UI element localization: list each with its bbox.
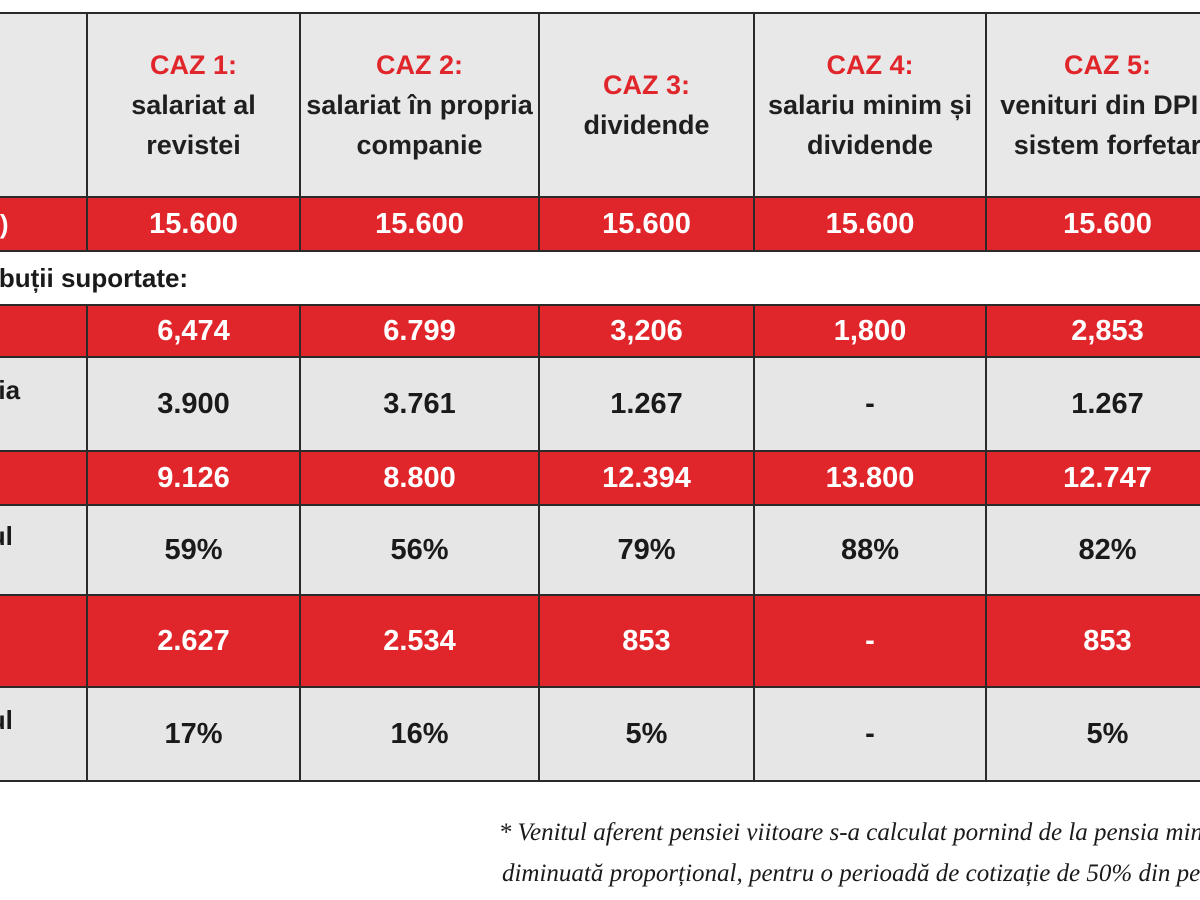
- caz-2-label: CAZ 2:: [376, 50, 463, 80]
- row-6-label-cell: nitul: [0, 686, 88, 782]
- section-label-cell: ntribuții suportate:: [0, 250, 1200, 306]
- row-6-value: 16%: [299, 686, 540, 782]
- row-1-value: 6.799: [299, 304, 540, 358]
- caz-5-label: CAZ 5:: [1064, 50, 1151, 80]
- row-3-value: 12.747: [985, 450, 1200, 506]
- income-label-cell: uro): [0, 196, 88, 252]
- row-3-label: al: [0, 462, 85, 494]
- row-4-value: 56%: [299, 504, 540, 596]
- caz-3-description: dividende: [583, 110, 710, 140]
- row-5-value: 2.627: [86, 594, 301, 688]
- income-value: 15.600: [985, 196, 1200, 252]
- income-label: uro): [0, 209, 9, 239]
- caz-1-description: salariat al revistei: [131, 90, 256, 160]
- row-4-value: 88%: [753, 504, 987, 596]
- caz-1-label: CAZ 1:: [150, 50, 237, 80]
- header-caz-4: CAZ 4: salariu minim și dividende: [753, 12, 987, 198]
- row-3-value: 8.800: [299, 450, 540, 506]
- row-6-value: 17%: [86, 686, 301, 782]
- row-5-value: 853: [985, 594, 1200, 688]
- row-1-label-cell: [0, 304, 88, 358]
- comparison-table: CAZ 1: salariat al revistei CAZ 2: salar…: [0, 12, 1200, 782]
- row-2-value: 1.267: [985, 356, 1200, 452]
- caz-2-description: salariat în propria companie: [306, 90, 533, 160]
- row-3-value: 9.126: [86, 450, 301, 506]
- caz-3-label: CAZ 3:: [603, 70, 690, 100]
- header-caz-1: CAZ 1: salariat al revistei: [86, 12, 301, 198]
- row-5-value: 2.534: [299, 594, 540, 688]
- row-6-label: nitul: [0, 705, 13, 735]
- row-2-label: buția: [0, 375, 21, 405]
- row-2-value: 1.267: [538, 356, 755, 452]
- row-4-label: nitul: [0, 521, 13, 551]
- caz-4-description: salariu minim și dividende: [767, 90, 973, 160]
- section-row: ntribuții suportate:: [0, 250, 1200, 306]
- income-value: 15.600: [753, 196, 987, 252]
- row-3-value: 13.800: [753, 450, 987, 506]
- table-row-6: nitul 17% 16% 5% - 5%: [0, 686, 1200, 782]
- header-row: CAZ 1: salariat al revistei CAZ 2: salar…: [0, 12, 1200, 198]
- section-label: ntribuții suportate:: [0, 263, 189, 293]
- table-row-2: buția 3.900 3.761 1.267 - 1.267: [0, 356, 1200, 452]
- row-6-value: 5%: [985, 686, 1200, 782]
- footnote: * Venitul aferent pensiei viitoare s-a c…: [499, 812, 1200, 894]
- table-row-1: 6,474 6.799 3,206 1,800 2,853: [0, 304, 1200, 358]
- table-row-3: al 9.126 8.800 12.394 13.800 12.747: [0, 450, 1200, 506]
- row-2-value: 3.761: [299, 356, 540, 452]
- row-4-value: 82%: [985, 504, 1200, 596]
- row-4-value: 59%: [86, 504, 301, 596]
- row-6-value: -: [753, 686, 987, 782]
- table-row-4: nitul 59% 56% 79% 88% 82%: [0, 504, 1200, 596]
- header-caz-3: CAZ 3: dividende: [538, 12, 755, 198]
- comparison-table-wrapper: CAZ 1: salariat al revistei CAZ 2: salar…: [0, 12, 1200, 786]
- row-2-label-cell: buția: [0, 356, 88, 452]
- footnote-line-1: * Venitul aferent pensiei viitoare s-a c…: [498, 819, 1200, 846]
- header-label-cell: [0, 12, 88, 198]
- caz-4-label: CAZ 4:: [826, 50, 914, 80]
- income-value: 15.600: [538, 196, 755, 252]
- footnote-line-2: diminuată proporțional, pentru o perioad…: [501, 860, 1200, 887]
- income-value: 15.600: [299, 196, 540, 252]
- income-value: 15.600: [86, 196, 301, 252]
- income-row: uro) 15.600 15.600 15.600 15.600 15.600: [0, 196, 1200, 252]
- row-2-value: 3.900: [86, 356, 301, 452]
- row-4-label-cell: nitul: [0, 504, 88, 596]
- row-5-value: 853: [538, 594, 755, 688]
- row-4-value: 79%: [538, 504, 755, 596]
- row-5-value: -: [753, 594, 987, 688]
- row-2-value: -: [753, 356, 987, 452]
- table-row-5: 2.627 2.534 853 - 853: [0, 594, 1200, 688]
- row-1-value: 6,474: [86, 304, 301, 358]
- row-5-label-cell: [0, 594, 88, 688]
- row-1-value: 2,853: [985, 304, 1200, 358]
- row-1-value: 1,800: [753, 304, 987, 358]
- header-caz-5: CAZ 5: venituri din DPI - sistem forfeta…: [985, 12, 1200, 198]
- row-6-value: 5%: [538, 686, 755, 782]
- row-3-value: 12.394: [538, 450, 755, 506]
- header-caz-2: CAZ 2: salariat în propria companie: [299, 12, 540, 198]
- row-1-value: 3,206: [538, 304, 755, 358]
- row-3-label-cell: al: [0, 450, 88, 506]
- caz-5-description: venituri din DPI - sistem forfetar: [1000, 90, 1200, 160]
